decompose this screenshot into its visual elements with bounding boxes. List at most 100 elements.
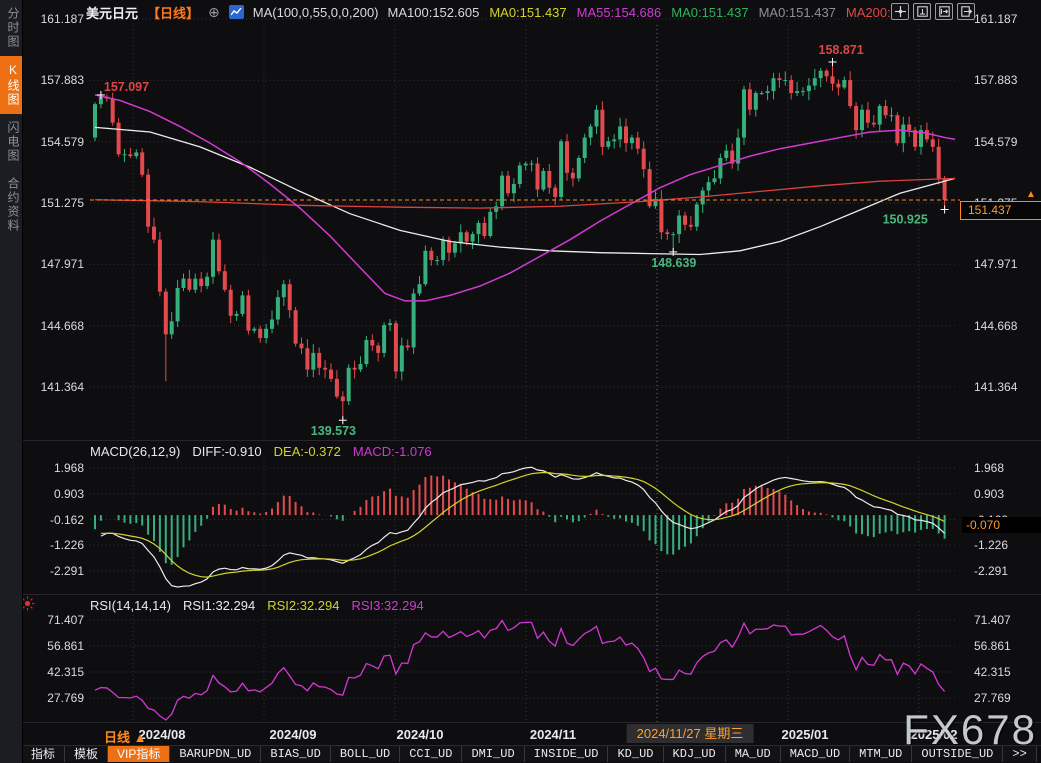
- macd-axis-label-right: 0.903: [974, 486, 1005, 501]
- price-mark-148.639: 148.639: [651, 256, 696, 270]
- x-axis-label-5: 2025/02: [910, 727, 958, 742]
- price-mark-157.097: 157.097: [104, 80, 149, 94]
- add-icon[interactable]: ⊕: [208, 3, 220, 20]
- macd-crosshair-badge: -0.070: [962, 517, 1041, 533]
- macd-axis-label-right: -2.291: [974, 564, 1009, 578]
- ma200-line: [94, 177, 956, 209]
- price-axis-label-right: 154.579: [974, 134, 1018, 149]
- x-axis-label-3: 2024/11: [529, 727, 577, 742]
- price-axis-label-right: 147.971: [974, 257, 1018, 272]
- macd-axis-label-right: -1.226: [974, 538, 1009, 553]
- sidebar-item-1[interactable]: K线图: [0, 56, 22, 114]
- toolbar-item-15[interactable]: >>: [1003, 746, 1037, 762]
- period-selector[interactable]: 日线 ▲: [104, 727, 147, 746]
- ma100-line: [94, 126, 956, 256]
- crosshair-date-badge: 2024/11/27 星期三: [626, 724, 754, 743]
- rsi-label-row: RSI(14,14,14) RSI1:32.294 RSI2:32.294 RS…: [90, 598, 424, 613]
- price-axis-label-left: 154.579: [40, 134, 84, 149]
- rsi-axis-label-left: 42.315: [47, 665, 84, 679]
- rsi-axis-label-left: 56.861: [47, 639, 84, 653]
- price-axis-label-right: 144.668: [974, 318, 1018, 333]
- ma-value-chip-0: MA100:152.605: [387, 4, 480, 20]
- rsi-axis-label-right: 56.861: [974, 639, 1011, 653]
- pan-crosshair-icon[interactable]: [891, 3, 909, 20]
- sidebar: 分时图 K线图闪电图合约资料: [0, 0, 23, 763]
- gridlines: [90, 18, 958, 722]
- current-price-badge: 151.437: [960, 201, 1041, 220]
- ma-settings-label: MA(100,0,55,0,0,200): [252, 4, 379, 20]
- price-axis-label-left: 141.364: [40, 379, 84, 394]
- macd-axis-label-left: -0.162: [49, 512, 84, 527]
- ma-value-chip-4: MA0:151.437: [758, 4, 836, 20]
- price-axis-label-left: 151.275: [40, 195, 84, 210]
- chart-logo-icon: [228, 5, 244, 19]
- rsi-axis-label-left: 71.407: [47, 613, 84, 627]
- toolbar-item-7[interactable]: DMI_UD: [462, 746, 525, 762]
- symbol-title: 美元日元: [86, 5, 139, 21]
- ma55-line: [94, 94, 956, 302]
- period-tag[interactable]: 【日线】: [147, 5, 200, 21]
- x-axis-label-1: 2024/09: [269, 727, 317, 742]
- macd-value: MACD:-1.076: [352, 444, 432, 459]
- scale-right-icon[interactable]: [935, 3, 953, 20]
- axis-scale-icon[interactable]: [913, 3, 931, 20]
- toolbar-item-8[interactable]: INSIDE_UD: [524, 746, 609, 762]
- toolbar-item-4[interactable]: BIAS_UD: [261, 746, 331, 762]
- rsi-panel: [94, 619, 946, 721]
- toolbar-item-13[interactable]: MTM_UD: [850, 746, 913, 762]
- x-axis-label-4: 2025/01: [781, 727, 829, 742]
- period-label: 日线: [104, 730, 131, 745]
- header-bar: 美元日元 【日线】 ⊕ MA(100,0,55,0,0,200) MA100:1…: [24, 0, 901, 24]
- rsi-line: [94, 619, 946, 721]
- chevron-up-icon: ▲: [133, 730, 147, 745]
- macd-axis-label-left: -2.291: [49, 564, 84, 578]
- rsi3-value: RSI3:32.294: [351, 598, 424, 613]
- price-mark-139.573: 139.573: [311, 424, 356, 438]
- toolbar-item-10[interactable]: KDJ_UD: [663, 746, 726, 762]
- rsi-axis-label-right: 27.769: [974, 691, 1011, 705]
- toolbar-item-0[interactable]: 指标: [22, 746, 66, 762]
- ma-value-chip-5: MA200:1: [845, 4, 898, 20]
- toolbar-item-11[interactable]: MA_UD: [725, 746, 781, 762]
- toolbar-item-6[interactable]: CCI_UD: [400, 746, 463, 762]
- price-axis-label-left: 157.883: [40, 73, 84, 88]
- move-out-icon[interactable]: [957, 3, 975, 20]
- price-marks: 157.097 158.871 139.573 148.639 150.925: [96, 43, 949, 438]
- macd-axis-label-left: 1.968: [53, 461, 84, 475]
- macd-dea-line: [100, 471, 945, 578]
- price-axis-label-left: 144.668: [40, 318, 84, 333]
- indicator-toolbar: 指标 模板 VIP指标 BARUPDN_UD BIAS_UD BOLL_UD CCI_UD D…: [22, 745, 1041, 763]
- ma-values: MA100:152.605 MA0:151.437 MA55:154.686 MA0:…: [388, 5, 898, 20]
- toolbar-item-3[interactable]: BARUPDN_UD: [170, 746, 262, 762]
- toolbar-item-14[interactable]: OUTSIDE_UD: [912, 746, 1004, 762]
- sidebar-item-0[interactable]: 分时图: [6, 7, 20, 49]
- sidebar-item-3[interactable]: 合约资料: [6, 177, 20, 233]
- macd-diff-value: DIFF:-0.910: [192, 444, 262, 459]
- price-axis-label-right: 141.364: [974, 379, 1018, 394]
- rsi-axis-label-left: 27.769: [47, 691, 84, 705]
- price-mark-158.871: 158.871: [819, 43, 864, 57]
- panel-separator: [22, 440, 1041, 441]
- macd-label-row: MACD(26,12,9) DIFF:-0.910 DEA:-0.372 MAC…: [90, 444, 432, 459]
- price-axis-label-left: 147.971: [40, 257, 84, 272]
- price-pin-icon[interactable]: ▲: [1026, 189, 1036, 200]
- rsi-axis-label-right: 71.407: [974, 613, 1011, 627]
- rsi-axis-label-right: 42.315: [974, 665, 1011, 679]
- price-axis-label-left: 161.187: [40, 12, 84, 26]
- toolbar-item-2[interactable]: VIP指标: [108, 746, 171, 762]
- toolbar-item-9[interactable]: KD_UD: [608, 746, 664, 762]
- ma-value-chip-1: MA0:151.437: [489, 4, 567, 20]
- toolbar-item-5[interactable]: BOLL_UD: [330, 746, 401, 762]
- toolbar-item-12[interactable]: MACD_UD: [780, 746, 851, 762]
- toolbar-item-1[interactable]: 模板: [65, 746, 109, 762]
- ma-value-chip-3: MA0:151.437: [671, 4, 749, 20]
- rsi2-value: RSI2:32.294: [267, 598, 340, 613]
- panel-separator: [22, 594, 1041, 595]
- price-mark-150.925: 150.925: [883, 213, 928, 227]
- macd-name: MACD(26,12,9): [90, 444, 181, 459]
- price-axis-label-right: 161.187: [974, 12, 1018, 26]
- sidebar-item-2[interactable]: 闪电图: [6, 121, 20, 163]
- panel-separator: [22, 722, 1041, 723]
